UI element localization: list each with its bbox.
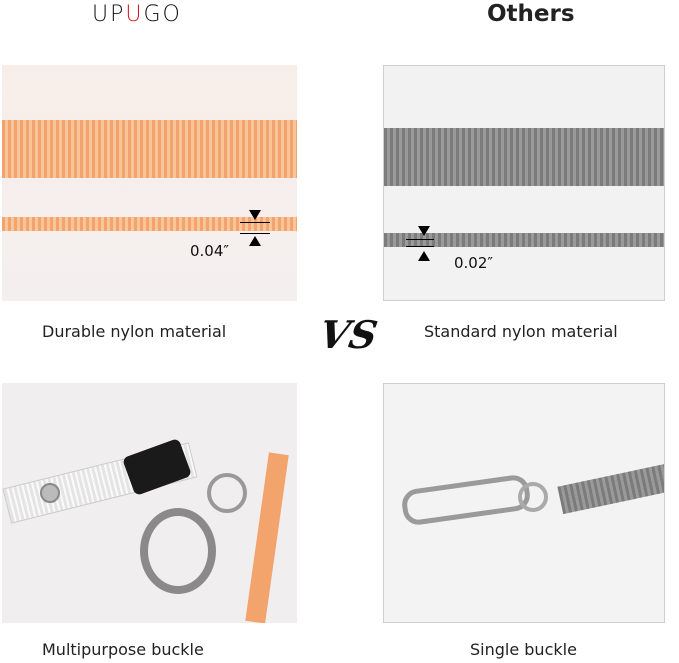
strap-edge	[2, 217, 297, 231]
lobster-clasp	[140, 508, 216, 594]
vs-logo: VS	[316, 312, 381, 357]
left-material-caption: Durable nylon material	[42, 322, 227, 341]
lanyard-strap	[557, 461, 664, 515]
competitor-title: Others	[487, 1, 575, 27]
arrow-down-icon	[418, 226, 430, 236]
swivel-hook	[400, 473, 532, 527]
split-ring	[207, 473, 247, 513]
standard-nylon-image: 0.02″	[383, 65, 665, 301]
strap-edge	[384, 233, 664, 247]
thickness-label: 0.02″	[454, 254, 494, 272]
strap-face	[384, 128, 664, 186]
lanyard-strap	[245, 452, 289, 623]
right-material-caption: Standard nylon material	[424, 322, 618, 341]
measure-line	[406, 239, 434, 240]
arrow-down-icon	[249, 210, 261, 220]
buckle-clip	[121, 437, 193, 497]
upugo-logo: UPUGO	[92, 2, 182, 27]
measure-line	[240, 233, 270, 234]
thickness-label: 0.04″	[190, 242, 230, 260]
measure-line	[406, 246, 434, 247]
measure-line	[240, 222, 270, 223]
strap-face	[2, 120, 297, 178]
arrow-up-icon	[418, 251, 430, 261]
multipurpose-buckle-image	[2, 383, 297, 623]
right-buckle-caption: Single buckle	[470, 640, 577, 659]
arrow-up-icon	[249, 236, 261, 246]
split-ring	[518, 482, 548, 512]
durable-nylon-image: 0.04″	[2, 65, 297, 301]
left-buckle-caption: Multipurpose buckle	[42, 640, 204, 659]
snap-button	[40, 483, 60, 503]
single-buckle-image	[383, 383, 665, 623]
